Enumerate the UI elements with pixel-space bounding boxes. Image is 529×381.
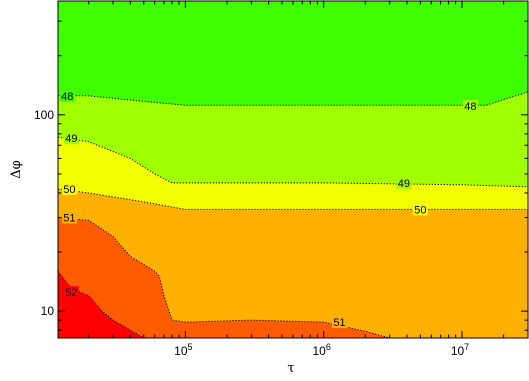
contour-lines	[58, 91, 528, 338]
contour-label-bg	[59, 89, 75, 102]
contour-line-48	[58, 91, 528, 106]
contour-line-50	[58, 188, 528, 210]
x-tick-label: 105	[174, 342, 192, 358]
contour-line-49	[58, 136, 528, 188]
region->52	[58, 271, 144, 338]
contour-label-text: 51	[63, 212, 75, 224]
y-tick-label: 100	[34, 108, 54, 122]
contour-label-bg	[462, 99, 478, 112]
region-50-51	[58, 188, 528, 338]
contour-label-bg	[63, 132, 79, 145]
contour-label-text: 50	[63, 184, 75, 196]
contour-label-50: 50	[61, 182, 77, 196]
contour-label-text: 49	[398, 178, 410, 190]
contour-label-text: 49	[65, 133, 77, 145]
contour-label-51: 51	[61, 211, 77, 224]
y-tick-label: 10	[41, 304, 55, 318]
contour-label-text: 52	[65, 287, 77, 299]
contour-label-bg	[61, 182, 77, 195]
x-axis-label: τ	[287, 361, 294, 376]
contour-label-50: 50	[412, 203, 428, 216]
contour-label-text: 48	[61, 91, 73, 103]
contour-fills	[58, 1, 528, 338]
contour-label-48: 48	[462, 99, 478, 113]
contour-label-bg	[63, 286, 79, 299]
x-tick-label: 106	[312, 342, 330, 358]
contour-label-49: 49	[63, 132, 79, 145]
contour-label-bg	[412, 203, 428, 216]
contour-label-52: 52	[63, 286, 79, 299]
contour-label-bg	[61, 211, 77, 224]
plot-frame	[57, 0, 529, 339]
contour-label-text: 48	[464, 101, 476, 113]
contour-label-51: 51	[331, 316, 347, 329]
contour-label-text: 51	[333, 317, 345, 329]
contour-label-49: 49	[396, 176, 412, 190]
contour-label-bg	[396, 176, 412, 189]
region-51-52	[58, 217, 390, 338]
axis-ticks: 105 106 107 10 100	[34, 1, 529, 358]
x-tick-label: 107	[451, 342, 469, 358]
contour-label-48: 48	[59, 89, 75, 103]
y-axis-label: Δφ	[9, 160, 24, 179]
contour-label-text: 50	[414, 204, 426, 216]
contour-label-bg	[331, 316, 347, 329]
contour-labels: 48 48 49 49 50 50 51 51 52	[59, 89, 478, 329]
contour-line-51	[58, 217, 390, 338]
